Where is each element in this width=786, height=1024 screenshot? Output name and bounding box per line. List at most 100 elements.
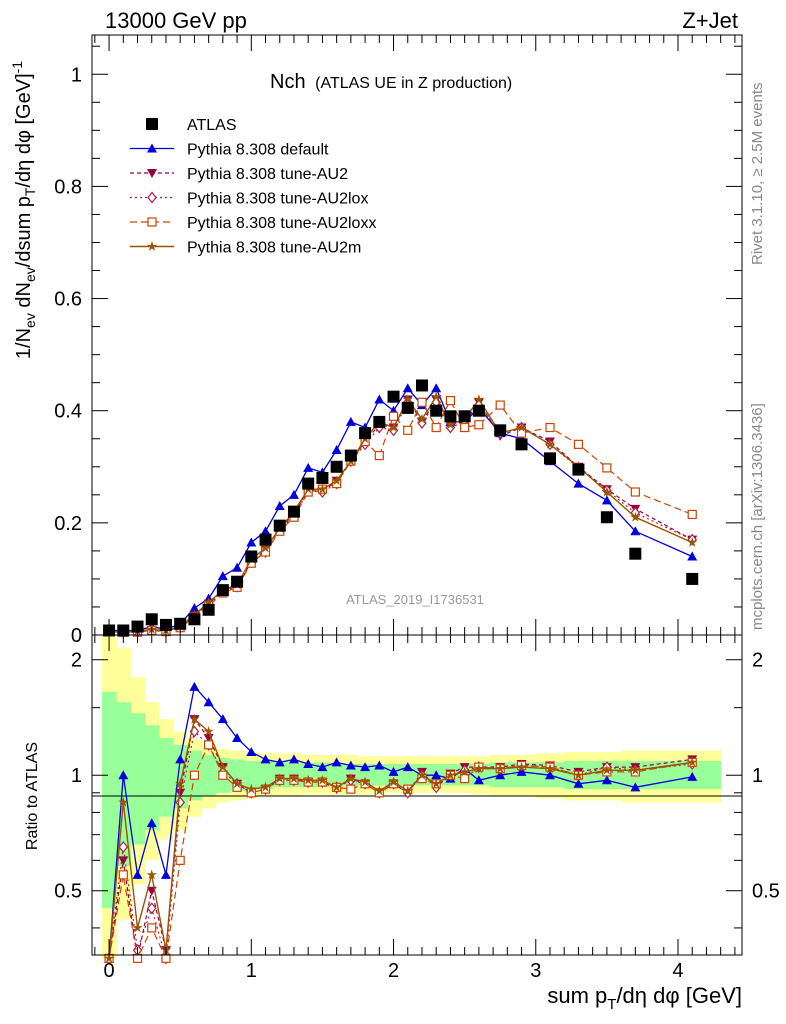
series-5-point [473, 394, 485, 404]
ratio-band-inner [158, 738, 174, 817]
ratio-5-point [118, 796, 129, 807]
ratio-1-point [573, 778, 584, 788]
ratio-1-point [687, 771, 698, 781]
atlas-data-point [231, 575, 244, 588]
x-axis-title: sum pT/dη dφ [GeV] [547, 983, 742, 1013]
ratio-5-point [103, 952, 115, 963]
ratio-5-point [544, 763, 556, 774]
atlas-data-point [600, 511, 613, 524]
legend-marker-3 [147, 191, 157, 204]
ratio-1-point [189, 681, 200, 691]
ratio-3-point [118, 841, 129, 853]
title-sub: (ATLAS UE in Z production) [315, 75, 512, 92]
ratio-4-point [218, 770, 228, 780]
ratio-5-point [601, 764, 613, 775]
legend-label-3: Pythia 8.308 tune-AU2lox [187, 191, 368, 208]
atlas-data-point [472, 404, 485, 417]
ratio-5-point [331, 781, 342, 792]
series-4-point [417, 397, 427, 407]
ratio-5-point [374, 785, 385, 796]
atlas-data-point [494, 424, 507, 437]
ratio-1-point [495, 770, 506, 780]
ratio-line-1 [108, 685, 693, 959]
ratio-1-point [288, 754, 299, 764]
ratio-5-point [189, 713, 200, 724]
ratio-1-point [146, 818, 157, 828]
legend: ATLAS Pythia 8.308 default Pythia 8.308 tu… [130, 117, 376, 257]
ratio-1-point [360, 762, 371, 772]
series-1-point [232, 562, 243, 572]
series-4-point [374, 450, 384, 461]
ratio-4-point [175, 855, 185, 865]
atlas-data-point [302, 477, 315, 490]
main-data-marks [103, 379, 699, 639]
ratio-5-point [217, 761, 229, 772]
series-4-point [403, 425, 413, 435]
atlas-data-point [330, 460, 343, 473]
ratio-5-point [303, 774, 314, 785]
atlas-data-point [202, 603, 215, 616]
atlas-data-point [145, 613, 158, 626]
series-4-point [602, 463, 612, 473]
ratio-y-tick-label: 2 [71, 650, 82, 672]
legend-marker-4 [147, 217, 157, 227]
ratio-1-point [345, 760, 356, 770]
mcplots-label: mcplots.cern.ch [arXiv:1306.3436] [749, 403, 766, 630]
main-y-tick-label: 0.4 [54, 401, 82, 423]
ratio-y-tick-label-right: 0.5 [752, 881, 780, 903]
ratio-1-point [175, 754, 186, 764]
main-y-tick-label: 0 [71, 625, 82, 647]
process-label: Z+Jet [682, 8, 738, 33]
ratio-5-point [246, 783, 257, 794]
series-1-point [431, 383, 442, 393]
ratio-5-point [445, 769, 456, 780]
ratio-5-point [146, 869, 157, 880]
series-line-5 [109, 395, 693, 633]
ratio-1-point [217, 714, 228, 724]
atlas-data-point [174, 617, 187, 630]
atlas-data-point [131, 620, 144, 633]
legend-label-2: Pythia 8.308 tune-AU2 [187, 166, 348, 183]
ratio-line-3 [108, 730, 693, 959]
series-4-point [516, 428, 527, 438]
ratio-1-point [473, 775, 484, 785]
ratio-1-point [232, 733, 243, 743]
series-4-point [630, 487, 640, 497]
ratio-4-point [346, 784, 356, 794]
ratio-1-point [601, 775, 612, 785]
atlas-data-point [387, 390, 400, 403]
ratio-1-point [331, 757, 342, 767]
ratio-5-point [495, 763, 506, 774]
atlas-data-point [359, 427, 372, 440]
atlas-data-point [629, 547, 642, 560]
ratio-line-2 [108, 717, 693, 959]
series-5-point [630, 511, 641, 522]
series-1-point [345, 416, 356, 426]
ratio-4-point [204, 740, 214, 750]
ratio-5-point [630, 764, 641, 775]
x-tick-label: 2 [388, 960, 399, 982]
series-1-point [288, 489, 299, 499]
ratio-2-point [118, 856, 129, 866]
legend-label-5: Pythia 8.308 tune-AU2m [187, 240, 361, 257]
ratio-1-point [431, 770, 442, 780]
ratio-y-tick-label-right: 2 [752, 650, 763, 672]
series-5-point [331, 475, 342, 486]
series-5-point [431, 391, 442, 402]
ratio-5-point [473, 763, 485, 774]
ratio-data-marks [103, 681, 698, 965]
series-5-point [687, 537, 698, 547]
ratio-y-tick-label: 0.5 [54, 881, 82, 903]
series-5-point [544, 438, 556, 449]
series-1-point [246, 537, 257, 547]
legend-marker-5 [146, 241, 158, 251]
ratio-5-point [203, 726, 214, 736]
series-1-point [217, 571, 228, 581]
ratio-1-point [203, 697, 214, 707]
ratio-1-point [388, 766, 399, 776]
ratio-axes: 0.5 0.5 1 1 2 2 0 1 2 3 4 [54, 635, 780, 982]
series-5-point [416, 413, 428, 424]
ratio-band-inner [244, 760, 259, 790]
legend-marker-0 [146, 118, 158, 130]
